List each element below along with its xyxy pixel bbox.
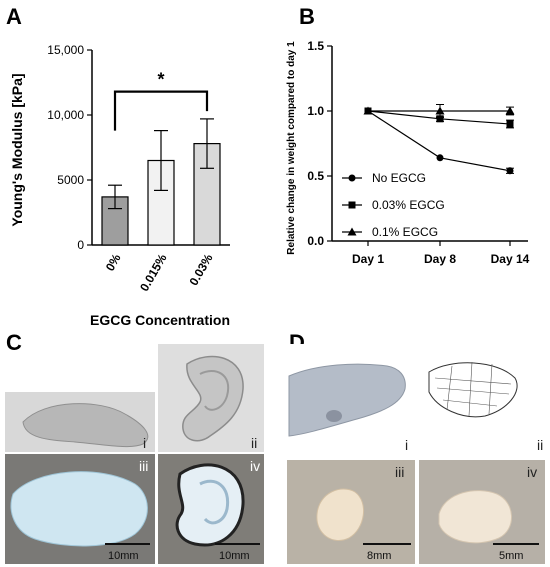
- x-tick-label: 0.015%: [137, 251, 170, 294]
- x-axis-label: EGCG Concentration: [90, 312, 230, 328]
- weight-change-line-chart: Relative change in weight compared to da…: [286, 39, 530, 266]
- figure-c-label-iv: iv: [250, 458, 260, 474]
- figure-d-label-iv: iv: [527, 464, 537, 480]
- figure-c-scalebar-label-iv: 10mm: [219, 550, 250, 562]
- figure-d-label-i: i: [405, 437, 408, 453]
- figure-d-iv-printed-piece: [438, 490, 512, 544]
- y-tick-label: 0.0: [307, 234, 324, 248]
- figure-d-ii-wireframe-mesh: [434, 361, 512, 417]
- figure-c-label-iii: iii: [139, 458, 148, 474]
- figure-d-iii-printed-piece: [316, 488, 364, 541]
- y-tick-label: 5000: [57, 173, 84, 187]
- panel-letter-b: B: [299, 4, 315, 29]
- legend-marker: [348, 174, 356, 182]
- legend-marker: [348, 201, 356, 209]
- legend-entry: 0.03% EGCG: [372, 198, 445, 212]
- x-tick-label: 0.03%: [186, 251, 215, 288]
- y-tick-label: 0.5: [307, 169, 324, 183]
- data-point: [505, 106, 515, 115]
- figure-c-iv-printed-ear: [175, 463, 245, 547]
- data-point: [436, 115, 444, 123]
- figure-d-i-wound-site: [326, 410, 342, 422]
- y-tick-label: 1.5: [307, 39, 324, 53]
- data-point: [506, 167, 514, 175]
- figure-c-ii-ear-fold: [199, 369, 230, 411]
- figure-c-ii-ear-shape: [182, 355, 244, 442]
- figure-c-label-ii: ii: [251, 435, 257, 451]
- figure-c-scalebar-label-iii: 10mm: [108, 550, 139, 562]
- significance-star: *: [157, 70, 164, 90]
- figure-d-i-foot-shape: [288, 363, 406, 437]
- legend-marker: [347, 227, 357, 236]
- x-tick-label: Day 1: [352, 252, 384, 266]
- figure-c-iii-printed-nose: [10, 471, 148, 547]
- figure-d-ii-wireframe-outline: [428, 362, 518, 418]
- figure-d-label-ii: ii: [537, 437, 543, 453]
- y-tick-label: 15,000: [47, 43, 84, 57]
- x-tick-label: Day 14: [491, 252, 530, 266]
- data-point: [436, 154, 444, 162]
- x-tick-label: 0%: [103, 251, 124, 273]
- figure-d-scalebar-label-iii: 8mm: [367, 550, 391, 562]
- data-point: [363, 106, 373, 115]
- figure-c-ear-models: i ii iii 10mm iv 10mm: [5, 344, 264, 564]
- figure-d-scalebar-label-iv: 5mm: [499, 550, 523, 562]
- figure-d-label-iii: iii: [395, 464, 404, 480]
- figure-c-i-model-shape: [22, 403, 149, 448]
- panel-letter-a: A: [6, 4, 22, 29]
- legend-entry: 0.1% EGCG: [372, 225, 438, 239]
- y-tick-label: 0: [77, 238, 84, 252]
- y-axis-label: Relative change in weight compared to da…: [286, 41, 297, 255]
- significance-bracket: [113, 90, 209, 131]
- y-tick-label: 1.0: [307, 104, 324, 118]
- y-axis-label: Young's Modulus [kPa]: [9, 73, 25, 226]
- x-tick-label: Day 8: [424, 252, 456, 266]
- figure-c-iv-ear-fold: [199, 479, 230, 525]
- legend-entry: No EGCG: [372, 171, 426, 185]
- figure-c-label-i: i: [143, 435, 146, 451]
- figure-d-foot-models: i ii iii 8mm iv 5mm: [287, 344, 545, 564]
- youngs-modulus-bar-chart: Young's Modulus [kPa] EGCG Concentration…: [9, 43, 230, 328]
- y-tick-label: 10,000: [47, 108, 84, 122]
- panel-letter-c: C: [6, 330, 22, 355]
- figure-d-ii-background: [419, 344, 545, 456]
- data-point: [506, 120, 514, 128]
- data-point: [435, 106, 445, 115]
